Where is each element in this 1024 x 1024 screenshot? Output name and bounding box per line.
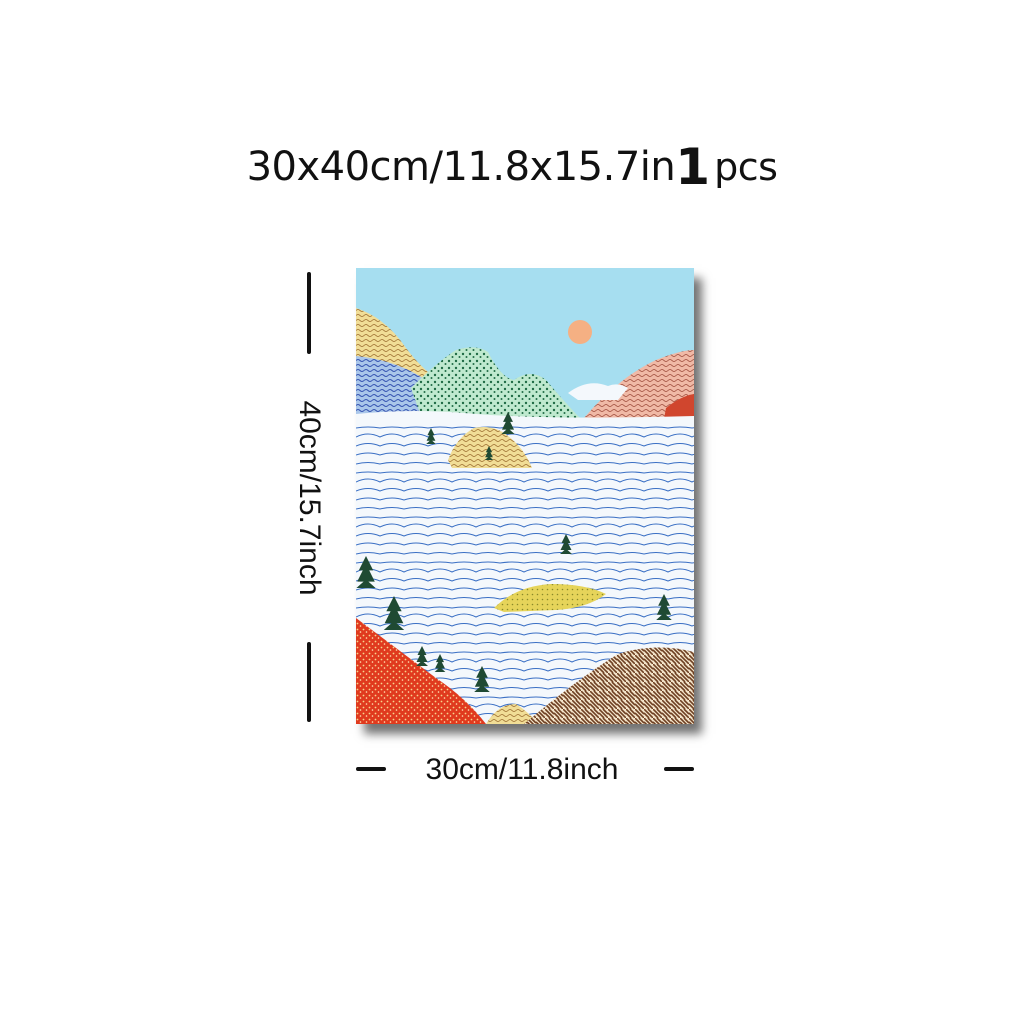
cloud-line: [356, 533, 694, 537]
sun: [568, 320, 592, 344]
cloud-line: [356, 462, 694, 465]
height-dimension-line-top: [307, 272, 311, 354]
yellow-island: [494, 584, 606, 612]
cloud-line: [356, 623, 694, 627]
sea-of-clouds: [356, 411, 694, 724]
cloud-line: [356, 478, 694, 483]
pine-tree: [426, 428, 436, 444]
size-text: 30x40cm/11.8x15.7in: [246, 144, 676, 190]
cloud-line: [356, 471, 694, 474]
cloud-line: [356, 516, 694, 519]
height-dimension-line-bottom: [307, 642, 311, 722]
pine-tree: [560, 534, 572, 554]
cloud-line: [356, 561, 694, 564]
cloud-line: [356, 578, 694, 582]
cloud-line: [356, 613, 694, 618]
quantity-number: 1: [675, 138, 710, 196]
landscape-artwork: [356, 268, 694, 724]
pine-tree: [356, 556, 376, 588]
cloud-line: [356, 426, 694, 429]
pine-tree: [474, 666, 490, 692]
cloud-line: [356, 433, 694, 438]
product-size-title: 30x40cm/11.8x15.7in1 pcs: [0, 138, 1024, 196]
width-dimension-line-left: [356, 767, 386, 771]
cloud-line: [356, 542, 694, 546]
pine-tree: [501, 412, 515, 434]
mountain-green: [411, 347, 596, 430]
cloud-line: [356, 488, 694, 492]
cloud-line: [356, 452, 694, 456]
cloud-line: [356, 568, 694, 573]
width-dimension-line-right: [664, 767, 694, 771]
quantity-unit: pcs: [714, 145, 778, 189]
cloud-line: [356, 443, 694, 447]
cloud-line: [356, 552, 694, 555]
tan-hill: [486, 704, 538, 724]
canvas-painting: [356, 268, 694, 724]
cloud-line: [356, 632, 694, 636]
pine-tree: [656, 594, 672, 620]
cloud-line: [356, 497, 694, 501]
brown-hill: [524, 647, 694, 724]
pine-tree: [416, 646, 428, 666]
height-dimension-label: 40cm/15.7inch: [293, 400, 326, 596]
red-hill: [356, 618, 486, 724]
pine-tree: [434, 654, 446, 672]
width-dimension-label: 30cm/11.8inch: [425, 753, 619, 786]
pine-trees: [356, 412, 672, 692]
rock-island: [448, 427, 532, 468]
cloud-line: [356, 642, 694, 645]
mountain-snow: [568, 383, 628, 400]
pine-tree: [383, 596, 405, 630]
cloud-line: [356, 507, 694, 510]
pine-tree: [484, 446, 494, 460]
cloud-line: [356, 523, 694, 528]
